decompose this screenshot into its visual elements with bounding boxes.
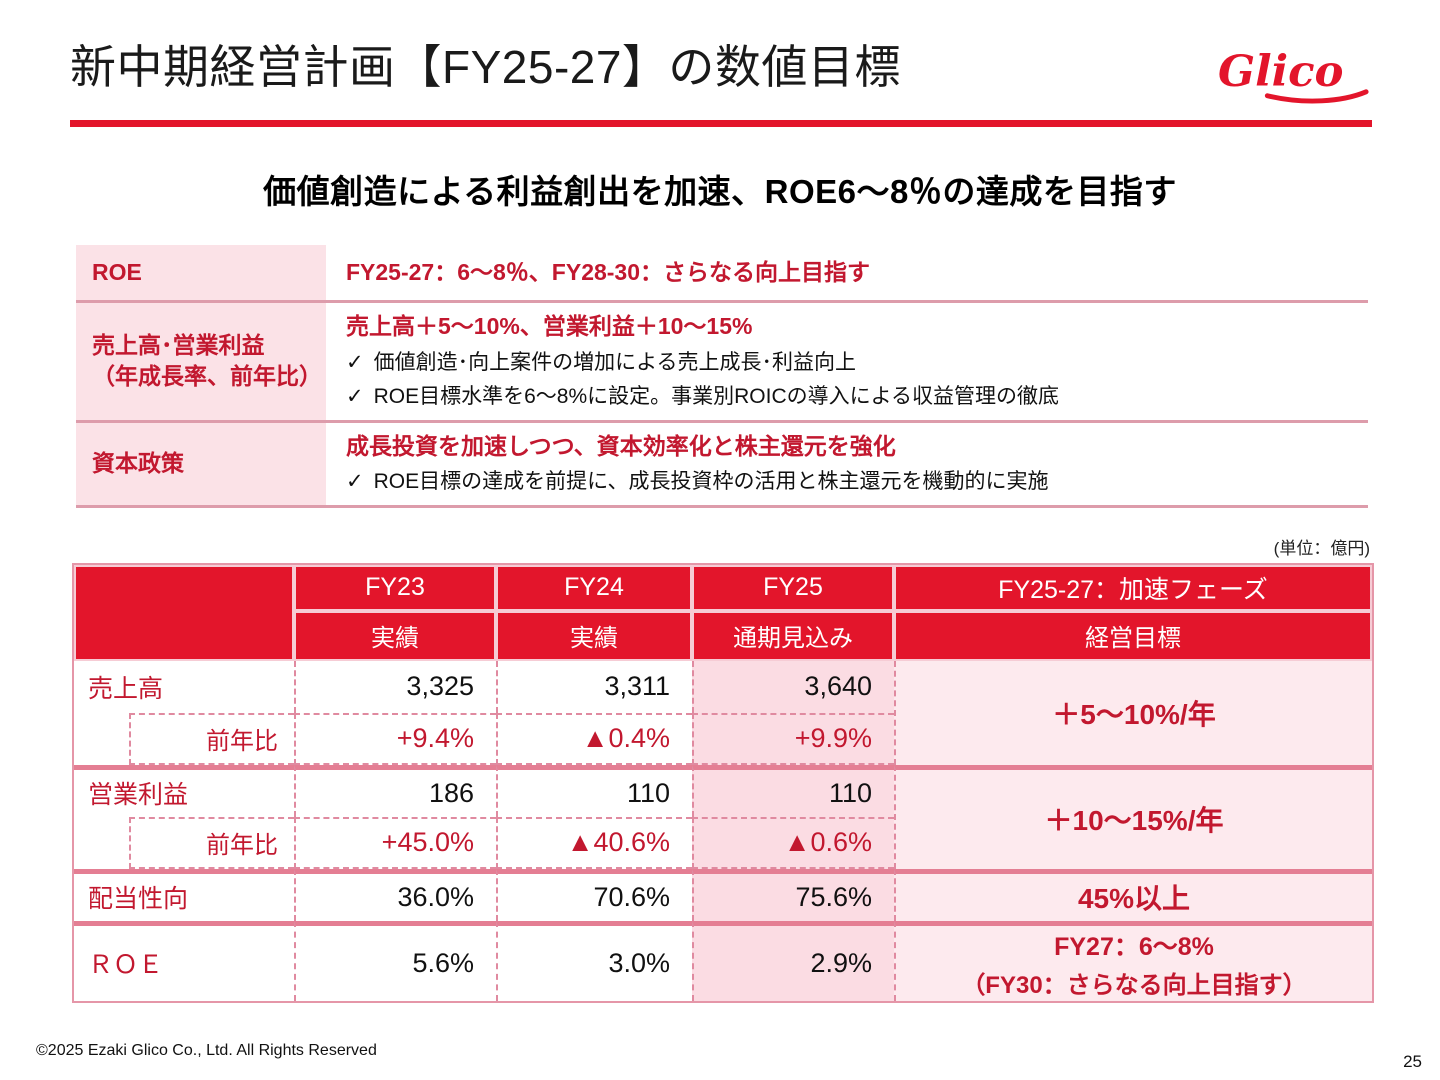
header-fy24: FY24 (496, 564, 692, 611)
cell-op-fy24: 110 (496, 764, 692, 817)
row-label-sales-yoy: 前年比 (129, 712, 294, 765)
cell-sales-yoy-fy24: ▲0.4% (496, 712, 692, 765)
table-row-dividend: 配当性向 36.0% 70.6% 75.6% 45%以上 (74, 868, 1372, 921)
cell-op-fy25: 110 (692, 764, 894, 817)
check-icon: ✓ (346, 350, 364, 374)
table-row-op-yoy: 前年比 +45.0% ▲40.6% ▲0.6% (74, 816, 1372, 869)
policy-box: ROE FY25-27：6～8％、FY28-30：さらなる向上目指す 売上高･営… (76, 245, 1368, 508)
policy-headline-capital: 成長投資を加速しつつ、資本効率化と株主還元を強化 (346, 432, 896, 459)
cell-op-yoy-fy25: ▲0.6% (692, 816, 894, 869)
cell-op-fy23: 186 (294, 764, 496, 817)
title-underline (70, 120, 1372, 127)
cell-sales-fy24: 3,311 (496, 660, 692, 713)
title-row: 新中期経営計画【FY25-27】の数値目標 Glico (0, 0, 1440, 108)
target-operating-profit: ＋10～15%/年 (894, 764, 1372, 869)
results-table-wrap: FY23 FY24 FY25 FY25-27：加速フェーズ 実績 実績 通期見込… (72, 562, 1374, 1003)
policy-bullet: ✓ ROE目標水準を6～8%に設定。事業別ROICの導入による収益管理の徹底 (346, 383, 1358, 410)
table-row-sales-yoy: 前年比 +9.4% ▲0.4% +9.9% (74, 712, 1372, 765)
results-table: FY23 FY24 FY25 FY25-27：加速フェーズ 実績 実績 通期見込… (74, 564, 1372, 1001)
cell-sales-fy25: 3,640 (692, 660, 894, 713)
policy-bullet-text: ROE目標の達成を前提に、成長投資枠の活用と株主還元を機動的に実施 (373, 470, 1049, 494)
target-roe-line2: （FY30：さらなる向上目指す） (961, 971, 1307, 999)
table-row-roe: ＲＯＥ 5.6% 3.0% 2.9% FY27：6～8% （FY30：さらなる向… (74, 920, 1372, 1001)
header-fy25: FY25 (692, 564, 894, 611)
policy-headline-sales-profit: 売上高＋5～10%、営業利益＋10～15% (346, 313, 753, 340)
policy-headline-roe: FY25-27：6～8％、FY28-30：さらなる向上目指す (346, 258, 871, 285)
check-icon: ✓ (346, 470, 364, 494)
policy-bullet-text: ROE目標水準を6～8%に設定。事業別ROICの導入による収益管理の徹底 (373, 385, 1060, 409)
policy-label-sales-profit-sub: （年成長率、前年比） (92, 363, 322, 390)
cell-roe-fy23: 5.6% (294, 920, 496, 1001)
cell-div-fy25: 75.6% (692, 868, 894, 921)
unit-note: (単位：億円) (1273, 538, 1370, 558)
cell-div-fy24: 70.6% (496, 868, 692, 921)
page-number: 25 (1403, 1052, 1422, 1071)
header-fy25-27-phase: FY25-27：加速フェーズ (894, 564, 1372, 611)
footer-copyright: ©2025 Ezaki Glico Co., Ltd. All Rights R… (36, 1042, 377, 1059)
header-management-target: 経営目標 (894, 610, 1372, 661)
target-roe-line1: FY27：6～8% (1054, 932, 1214, 961)
cell-sales-yoy-fy23: +9.4% (294, 712, 496, 765)
row-label-operating-profit: 営業利益 (74, 764, 294, 817)
policy-row-sales-profit: 売上高･営業利益 （年成長率、前年比） 売上高＋5～10%、営業利益＋10～15… (76, 300, 1368, 420)
glico-logo: Glico (1218, 46, 1369, 104)
policy-bullet: ✓ 価値創造･向上案件の増加による売上成長･利益向上 (346, 349, 1358, 376)
policy-row-capital: 資本政策 成長投資を加速しつつ、資本効率化と株主還元を強化 ✓ ROE目標の達成… (76, 419, 1368, 505)
row-label-dividend: 配当性向 (74, 868, 294, 921)
row-label-sales: 売上高 (74, 660, 294, 713)
cell-roe-fy24: 3.0% (496, 920, 692, 1001)
row-label-roe: ＲＯＥ (74, 920, 294, 1001)
table-row-operating-profit: 営業利益 186 110 110 ＋10～15%/年 (74, 764, 1372, 869)
policy-row-roe: ROE FY25-27：6～8％、FY28-30：さらなる向上目指す (76, 245, 1368, 301)
table-corner-cell (74, 564, 294, 661)
logo-swash (1264, 89, 1369, 104)
cell-div-fy23: 36.0% (294, 868, 496, 921)
policy-bullet: ✓ ROE目標の達成を前提に、成長投資枠の活用と株主還元を機動的に実施 (346, 468, 1358, 495)
cell-op-yoy-fy24: ▲40.6% (496, 816, 692, 869)
header-fy25-forecast: 通期見込み (692, 610, 894, 661)
target-sales: ＋5～10%/年 (894, 660, 1372, 765)
slide-subtitle: 価値創造による利益創出を加速、ROE6～8％の達成を目指す (263, 173, 1177, 210)
policy-label-capital: 資本政策 (92, 450, 184, 477)
cell-sales-fy23: 3,325 (294, 660, 496, 713)
target-roe: FY27：6～8% （FY30：さらなる向上目指す） (894, 920, 1372, 1001)
row-label-op-yoy: 前年比 (129, 816, 294, 869)
check-icon: ✓ (346, 385, 364, 409)
cell-roe-fy25: 2.9% (692, 920, 894, 1001)
cell-sales-yoy-fy25: +9.9% (692, 712, 894, 765)
table-row-sales: 売上高 3,325 3,311 3,640 ＋5～10%/年 (74, 660, 1372, 765)
page-title: 新中期経営計画【FY25-27】の数値目標 (70, 41, 901, 93)
policy-bullet-text: 価値創造･向上案件の増加による売上成長･利益向上 (373, 350, 856, 374)
policy-label-roe: ROE (92, 259, 142, 285)
policy-label-sales-profit: 売上高･営業利益 (92, 332, 265, 359)
header-fy23-actual: 実績 (294, 610, 496, 661)
target-dividend: 45%以上 (894, 868, 1372, 921)
header-fy23: FY23 (294, 564, 496, 611)
cell-op-yoy-fy23: +45.0% (294, 816, 496, 869)
glico-logo-text: Glico (1218, 46, 1344, 97)
header-fy24-actual: 実績 (496, 610, 692, 661)
